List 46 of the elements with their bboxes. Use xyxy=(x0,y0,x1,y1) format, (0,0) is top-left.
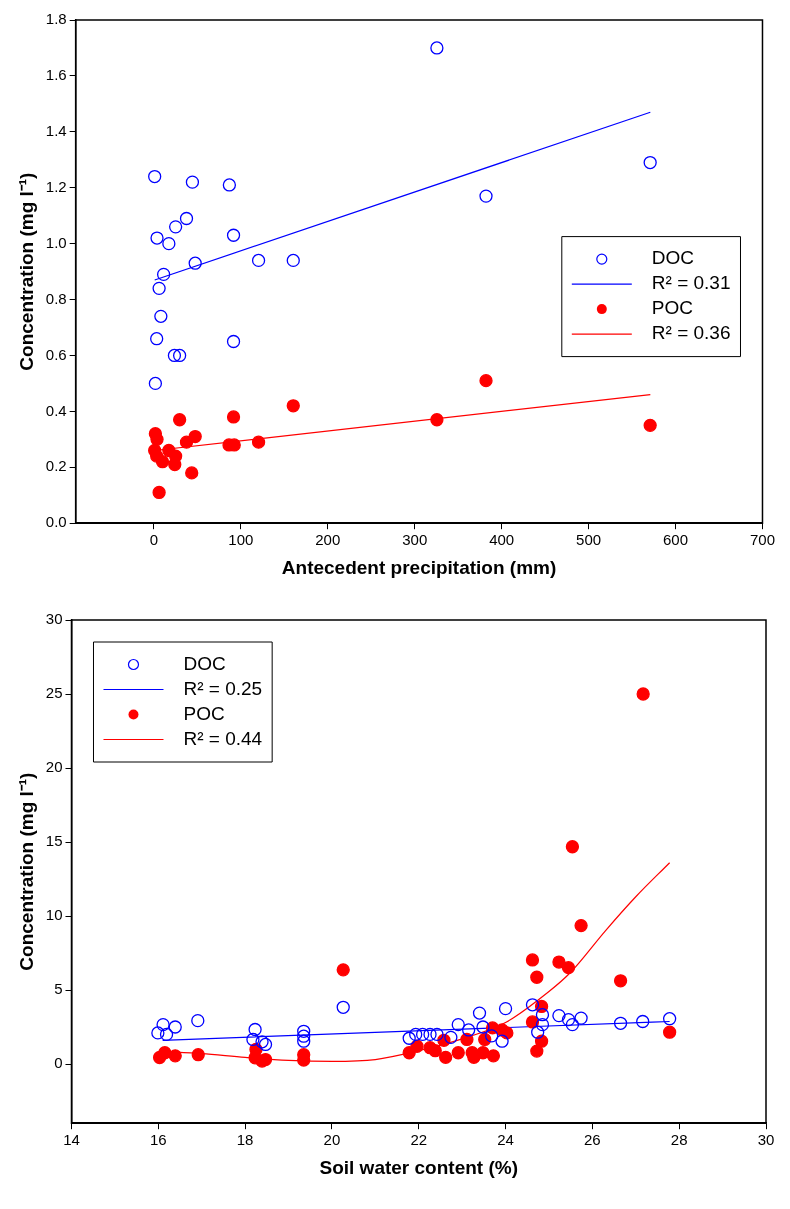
x-tick-label: 700 xyxy=(749,531,775,549)
x-axis-title: Soil water content (%) xyxy=(319,1156,518,1178)
y-tick-label: 0.2 xyxy=(45,457,67,475)
legend-label: R² = 0.31 xyxy=(651,272,731,294)
x-tick-label: 30 xyxy=(757,1131,775,1149)
legend-label: R² = 0.36 xyxy=(651,322,731,344)
y-axis-title: Concentration (mg l⁻¹) xyxy=(15,172,37,371)
y-axis-title: Concentration (mg l⁻¹) xyxy=(15,772,37,971)
legend-label: POC xyxy=(651,297,693,319)
y-tick-label: 25 xyxy=(45,684,63,702)
y-tick-label: 10 xyxy=(45,906,63,924)
legend-label: DOC xyxy=(183,652,226,674)
y-tick-label: 0.4 xyxy=(45,401,67,419)
x-tick-label: 400 xyxy=(489,531,515,549)
x-tick-label: 28 xyxy=(670,1131,688,1149)
y-tick-label: 1.6 xyxy=(45,66,67,84)
x-tick-label: 20 xyxy=(323,1131,341,1149)
y-tick-label: 5 xyxy=(54,980,63,998)
y-tick-label: 0.0 xyxy=(45,513,67,531)
legend-label: DOC xyxy=(651,247,695,269)
y-tick-label: 0.8 xyxy=(45,289,67,307)
y-tick-label: 1.0 xyxy=(45,233,67,251)
x-tick-label: 18 xyxy=(236,1131,254,1149)
y-tick-label: 15 xyxy=(45,832,63,850)
legend-label: R² = 0.44 xyxy=(183,727,263,749)
y-tick-label: 1.2 xyxy=(45,177,67,195)
x-tick-label: 600 xyxy=(663,531,689,549)
legend-label: R² = 0.25 xyxy=(183,677,263,699)
y-tick-label: 30 xyxy=(45,610,63,628)
y-tick-label: 0.6 xyxy=(45,345,67,363)
y-tick-label: 1.8 xyxy=(45,10,67,28)
legend-label: POC xyxy=(183,702,225,724)
x-tick-label: 22 xyxy=(410,1131,428,1149)
x-tick-label: 0 xyxy=(149,531,159,549)
x-tick-label: 300 xyxy=(402,531,428,549)
x-tick-label: 24 xyxy=(497,1131,514,1149)
y-tick-label: 0 xyxy=(54,1054,63,1072)
x-tick-label: 200 xyxy=(315,531,341,549)
y-tick-label: 1.4 xyxy=(45,121,67,139)
x-tick-label: 14 xyxy=(63,1131,80,1149)
x-tick-label: 100 xyxy=(228,531,254,549)
x-axis-title: Antecedent precipitation (mm) xyxy=(281,556,557,578)
x-tick-label: 26 xyxy=(584,1131,601,1149)
y-tick-label: 20 xyxy=(45,758,63,776)
x-tick-label: 16 xyxy=(149,1131,167,1149)
x-tick-label: 500 xyxy=(576,531,602,549)
